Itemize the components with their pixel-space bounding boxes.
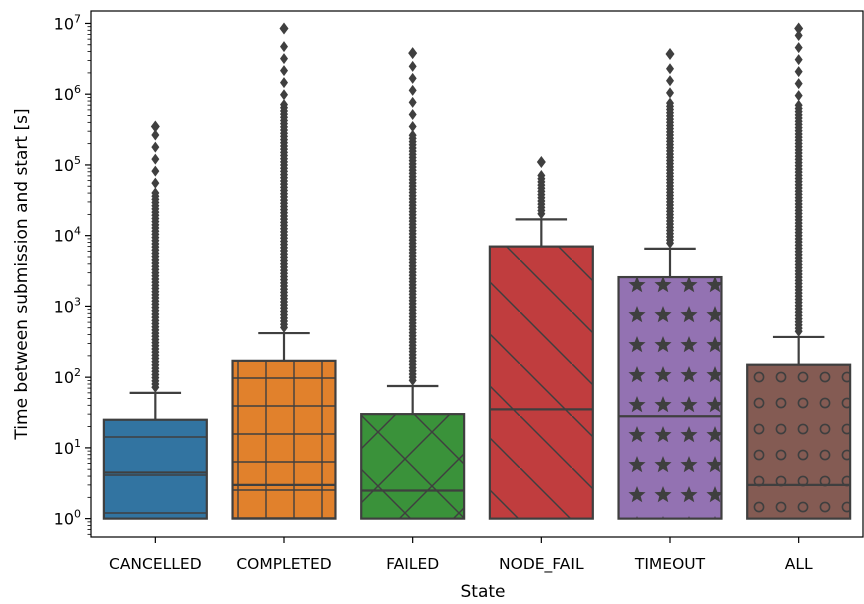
outlier-point	[280, 65, 288, 77]
outlier-point	[280, 53, 288, 65]
y-tick-label: 101	[54, 437, 81, 458]
outlier-point	[408, 72, 417, 84]
box-failed	[360, 47, 466, 520]
y-axis-label: Time between submission and start [s]	[12, 108, 32, 440]
outlier-point	[151, 141, 160, 153]
outlier-point	[794, 99, 803, 111]
outlier-point	[794, 30, 803, 42]
outlier-point	[151, 165, 160, 177]
outlier-point	[536, 156, 546, 169]
outlier-point	[150, 120, 160, 133]
outlier-point	[408, 120, 417, 132]
outlier-point	[794, 42, 803, 54]
x-axis-label: State	[461, 582, 506, 600]
outlier-point	[794, 78, 803, 90]
outlier-point	[280, 77, 288, 89]
outlier-point	[280, 89, 288, 101]
outlier-point	[408, 108, 417, 120]
box-timeout	[617, 48, 723, 520]
outlier-point	[151, 177, 160, 189]
box-outline	[102, 418, 208, 520]
outlier-point	[794, 66, 803, 78]
box-outline	[360, 413, 466, 520]
y-tick-label: 107	[54, 12, 81, 33]
outlier-point	[280, 99, 288, 111]
x-axis: CANCELLED COMPLETED FAILED NODE_FAIL TIMEOUT…	[109, 537, 813, 574]
outlier-point	[666, 75, 674, 87]
plot-area	[102, 22, 852, 520]
outlier-point	[280, 41, 288, 53]
outlier-point	[665, 48, 675, 61]
box-all	[746, 22, 852, 520]
axes	[90, 10, 864, 538]
x-tick-label: FAILED	[386, 555, 439, 573]
y-tick-label: 104	[54, 225, 81, 246]
x-tick-label: CANCELLED	[109, 555, 202, 573]
outlier-point	[794, 90, 803, 102]
box-outline	[617, 275, 723, 520]
x-tick-label: NODE_FAIL	[499, 555, 584, 574]
outlier-point	[151, 129, 160, 141]
box-hatch	[103, 419, 207, 519]
axes-frame	[90, 10, 864, 538]
box-outline	[488, 245, 594, 520]
y-axis: 100 101 102 103 104 105 106 107	[54, 12, 91, 535]
box-hatch	[747, 364, 851, 519]
outlier-point	[408, 60, 417, 72]
outlier-point	[408, 84, 417, 96]
y-tick-label: 102	[54, 366, 81, 387]
box-hatch	[232, 360, 336, 519]
outlier-point	[666, 63, 674, 75]
box-outline	[746, 363, 852, 520]
outlier-point	[794, 22, 804, 35]
outlier-point	[666, 87, 674, 99]
box-outline	[231, 359, 337, 520]
x-tick-label: TIMEOUT	[634, 555, 706, 573]
y-tick-label: 103	[54, 295, 81, 316]
outlier-point	[279, 22, 289, 35]
outlier-point	[408, 47, 418, 60]
outlier-point	[537, 170, 546, 182]
outlier-point	[408, 129, 417, 141]
outlier-point	[408, 96, 417, 108]
x-tick-label: COMPLETED	[236, 555, 331, 573]
box-cancelled	[102, 120, 208, 520]
outlier-point	[151, 153, 160, 165]
outlier-point	[666, 97, 674, 109]
box-hatch	[489, 246, 593, 519]
x-tick-label: ALL	[785, 555, 813, 573]
outlier-point	[151, 187, 160, 199]
box-node-fail	[488, 156, 594, 520]
y-tick-label: 100	[54, 508, 81, 529]
box-hatch	[618, 277, 722, 519]
outlier-point	[794, 54, 803, 66]
y-tick-label: 106	[54, 83, 81, 104]
box-completed	[231, 22, 337, 520]
y-tick-label: 105	[54, 154, 81, 175]
box-hatch	[361, 414, 465, 519]
